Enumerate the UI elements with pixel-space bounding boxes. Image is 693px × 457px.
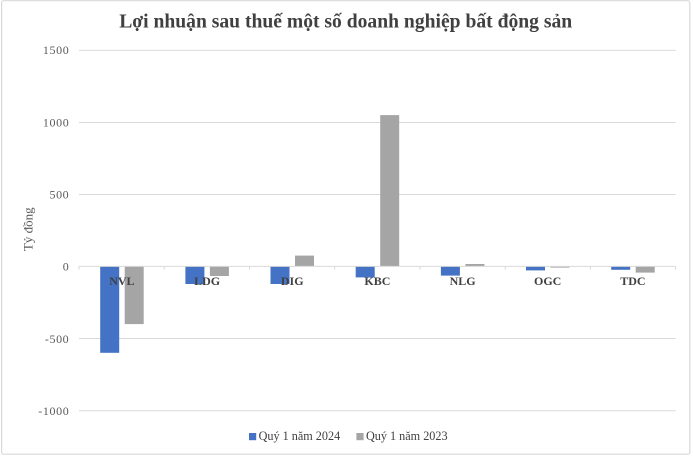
svg-text:OGC: OGC xyxy=(534,274,561,288)
svg-text:Quý 1 năm 2024: Quý 1 năm 2024 xyxy=(259,429,341,443)
svg-text:-1000: -1000 xyxy=(38,404,69,418)
svg-text:LDG: LDG xyxy=(194,274,220,288)
svg-text:500: 500 xyxy=(49,188,69,202)
svg-text:Quý 1 năm 2023: Quý 1 năm 2023 xyxy=(366,429,448,443)
svg-text:Tỷ đồng: Tỷ đồng xyxy=(20,207,35,251)
svg-text:0: 0 xyxy=(63,260,70,274)
svg-text:TDC: TDC xyxy=(620,274,645,288)
svg-text:DIG: DIG xyxy=(281,274,304,288)
svg-text:-500: -500 xyxy=(45,332,69,346)
svg-text:1000: 1000 xyxy=(43,115,69,129)
svg-text:NLG: NLG xyxy=(450,274,476,288)
svg-text:NVL: NVL xyxy=(109,274,134,288)
svg-text:Lợi nhuận sau thuế một số doan: Lợi nhuận sau thuế một số doanh nghiệp b… xyxy=(119,11,572,32)
svg-text:KBC: KBC xyxy=(364,274,390,288)
svg-text:1500: 1500 xyxy=(43,43,69,57)
